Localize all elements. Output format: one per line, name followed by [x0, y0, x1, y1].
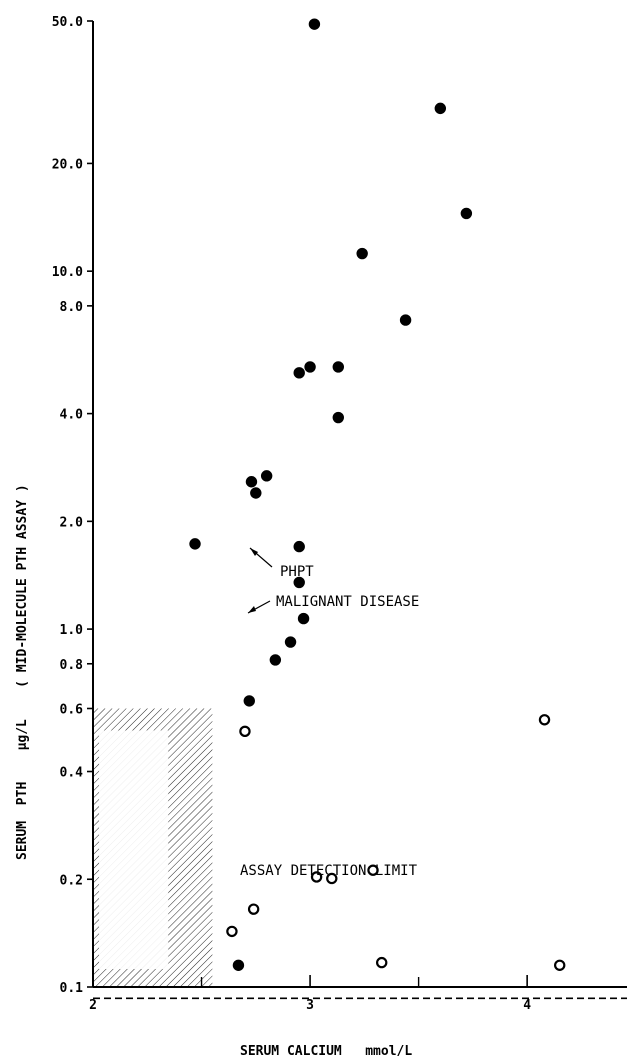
phpt-point [243, 695, 255, 707]
x-axis-label: SERUM CALCIUM mmol/L [240, 1044, 412, 1058]
phpt-point [284, 636, 297, 648]
x-tick-label: 2 [89, 998, 97, 1013]
y-tick-label: 0.8 [60, 658, 84, 673]
phpt-point [260, 470, 273, 482]
y-tick-label: 10.0 [52, 265, 83, 280]
points-layer [189, 18, 566, 971]
phpt-point [250, 487, 262, 499]
malignant-disease-point [226, 925, 238, 938]
phpt-point [189, 538, 201, 550]
y-tick-label: 0.6 [60, 702, 84, 717]
malignant-disease-point [367, 864, 379, 876]
phpt-point [332, 361, 344, 373]
y-tick-label: 1.0 [60, 623, 84, 638]
phpt-point [332, 411, 344, 424]
y-tick-label: 20.0 [52, 157, 83, 172]
malignant-disease-point [376, 956, 388, 969]
y-tick-label: 8.0 [60, 300, 84, 315]
phpt-point [399, 314, 412, 326]
y-axis-label: SERUM PTH µg/L ( MID-MOLECULE PTH ASSAY … [15, 484, 30, 860]
malignant-disease-point [239, 725, 251, 738]
annotation-phpt: PHPT [280, 564, 314, 580]
phpt-point [293, 367, 305, 379]
annotation-layer: PHPT MALIGNANT DISEASE ASSAY DETECTION L… [240, 547, 419, 879]
regions-layer [93, 708, 627, 1000]
phpt-point [232, 959, 245, 971]
phpt-point [293, 540, 305, 553]
phpt-point [356, 247, 368, 260]
malignant-disease-point [247, 903, 260, 915]
x-tick-label: 4 [523, 998, 531, 1013]
region-reference-range-inner [99, 730, 169, 969]
y-tick-label: 2.0 [60, 515, 84, 530]
malignant-disease-point [326, 872, 338, 885]
malignant-disease-point [538, 714, 551, 726]
annotation-detection-limit: ASSAY DETECTION LIMIT [240, 863, 418, 879]
malignant-disease-point [554, 959, 566, 971]
annotation-malignant: MALIGNANT DISEASE [276, 594, 419, 610]
y-tick-label: 4.0 [60, 408, 84, 423]
phpt-point [245, 476, 258, 488]
phpt-point [293, 576, 305, 589]
y-tick-label: 0.4 [60, 766, 84, 781]
phpt-arrow-head [250, 548, 258, 556]
malignant-arrow-head [248, 606, 256, 613]
phpt-point [434, 102, 447, 115]
phpt-point [304, 361, 316, 373]
y-tick-label: 0.1 [60, 981, 84, 996]
malignant-disease-point [310, 871, 323, 883]
x-tick-label: 3 [306, 998, 314, 1013]
y-tick-label: 50.0 [52, 15, 83, 30]
phpt-point [297, 612, 310, 625]
axes-layer: 0.1 0.2 0.4 0.6 0.8 1.0 2.0 4.0 8.0 10.0 20.0 50.0 2… [52, 15, 627, 1013]
y-tick-label: 0.2 [60, 873, 83, 888]
phpt-point [460, 207, 473, 220]
phpt-point [308, 18, 321, 30]
phpt-point [269, 654, 282, 666]
